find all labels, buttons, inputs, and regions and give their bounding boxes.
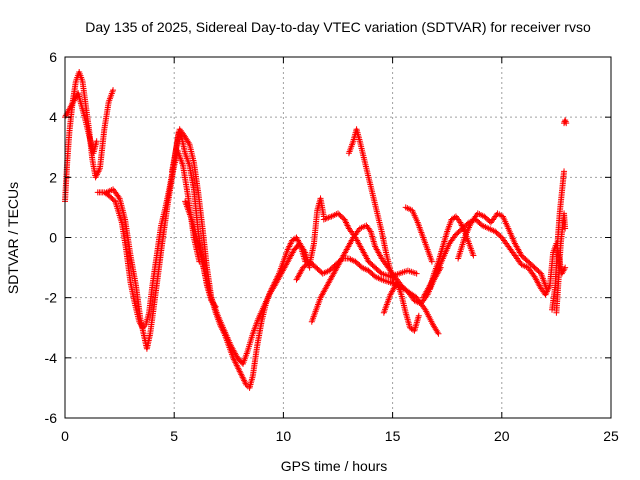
y-tick-label: -6 (45, 410, 58, 426)
x-axis-label: GPS time / hours (281, 458, 388, 474)
series-trace-f (182, 198, 313, 367)
y-tick-label: -4 (45, 350, 58, 366)
data-point (561, 168, 568, 175)
data-point (563, 120, 570, 127)
data-point (93, 138, 100, 145)
chart-title: Day 135 of 2025, Sidereal Day-to-day VTE… (85, 19, 591, 35)
data-point (413, 270, 420, 277)
data-point (428, 258, 435, 265)
data-series (62, 69, 570, 391)
data-point (110, 87, 117, 94)
data-point (415, 312, 422, 319)
axis-ticks: 0 5 10 15 20 25 -6 -4 -2 0 2 4 6 (45, 49, 619, 444)
y-tick-label: 4 (49, 109, 57, 125)
data-point (412, 293, 419, 300)
series-trace-p (455, 210, 550, 292)
data-point (435, 330, 442, 337)
series-trace-s (553, 210, 569, 316)
series-trace-b (62, 90, 100, 157)
y-tick-label: 0 (49, 230, 57, 246)
data-point (377, 269, 384, 276)
series-trace-d (103, 147, 203, 352)
series-trace-l (380, 279, 422, 334)
series-trace-r (549, 168, 568, 313)
series-trace-m (402, 204, 435, 265)
x-tick-label: 5 (170, 428, 178, 444)
data-point (470, 252, 477, 259)
data-point (562, 225, 569, 232)
y-tick-label: 6 (49, 49, 57, 65)
series-trace-k (345, 126, 397, 286)
series-trace-j (293, 255, 442, 337)
grid-lines (65, 57, 611, 418)
series-trace-t (561, 117, 570, 127)
data-point (562, 117, 569, 124)
y-tick-label: 2 (49, 169, 57, 185)
series-trace-g (306, 195, 327, 268)
x-tick-label: 25 (603, 428, 619, 444)
data-point (338, 256, 345, 263)
x-tick-label: 20 (494, 428, 510, 444)
x-tick-label: 0 (61, 428, 69, 444)
data-point (451, 214, 458, 221)
x-tick-label: 15 (385, 428, 401, 444)
y-axis-label: SDTVAR / TECUs (5, 182, 21, 294)
x-tick-label: 10 (276, 428, 292, 444)
y-tick-label: -2 (45, 290, 58, 306)
data-point (562, 264, 569, 271)
